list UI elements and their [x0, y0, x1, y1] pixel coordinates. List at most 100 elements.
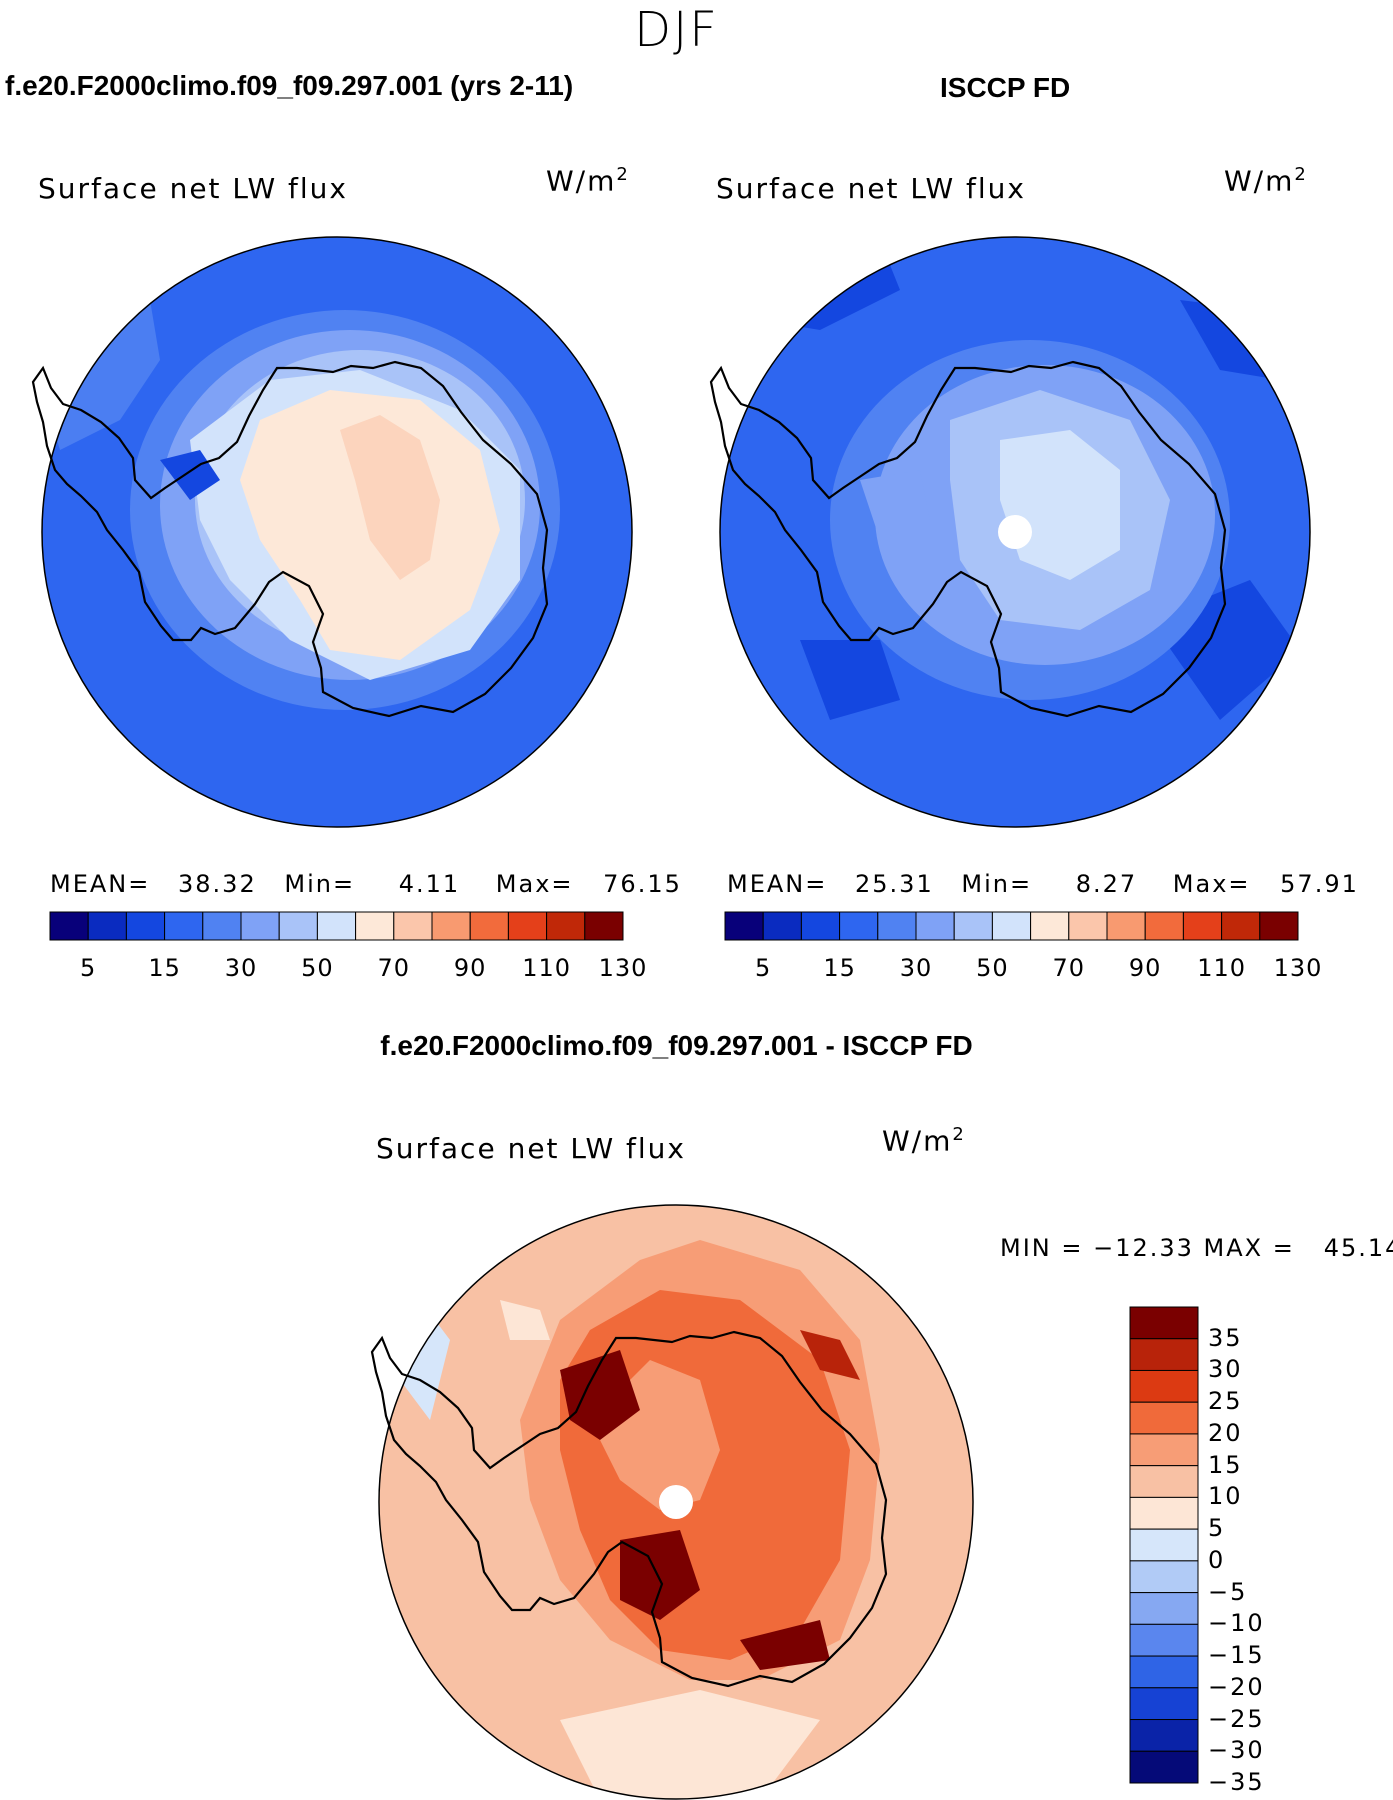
colorbar-tick-label: 15 — [1208, 1450, 1243, 1479]
colorbar-swatch — [1129, 1369, 1199, 1403]
colorbar-swatch — [991, 911, 1032, 941]
difference-title: f.e20.F2000climo.f09_f09.297.001 - ISCCP… — [380, 1030, 973, 1061]
colorbar-swatch — [469, 911, 509, 941]
colorbar-swatch — [1129, 1687, 1199, 1721]
colorbar-swatch — [240, 911, 280, 941]
variable-label-difference: Surface net LW flux — [376, 1132, 686, 1165]
colorbar-difference — [1129, 1306, 1199, 1784]
colorbar-swatch — [1144, 911, 1184, 941]
colorbar-swatch — [800, 911, 841, 941]
colorbar-tick-label: −10 — [1208, 1609, 1265, 1638]
colorbar-swatch — [584, 911, 624, 941]
colorbar-swatch — [164, 911, 204, 941]
max-value: 57.91 — [1280, 870, 1359, 898]
units-exponent: 2 — [1294, 164, 1308, 185]
colorbar-swatch — [1221, 911, 1261, 941]
colorbar-tick-label: 90 — [1128, 954, 1162, 982]
colorbar-swatch — [1129, 1592, 1199, 1625]
colorbar-tick-label: 5 — [1208, 1514, 1226, 1543]
max-label: Max= — [1172, 870, 1251, 898]
colorbar-tick-label: 10 — [1208, 1482, 1243, 1511]
min-value: 8.27 — [1075, 870, 1138, 898]
colorbar-swatch — [1030, 911, 1070, 941]
colorbar-tick-label: 15 — [148, 954, 181, 982]
colorbar-swatch — [953, 911, 993, 941]
colorbar-tick-label: 50 — [301, 954, 334, 982]
colorbar-swatch — [431, 911, 471, 941]
colorbar-swatch — [507, 911, 548, 941]
colorbar-swatch — [839, 911, 879, 941]
panel-title-model: f.e20.F2000climo.f09_f09.297.001 (yrs 2-… — [5, 70, 574, 101]
units-label-model: W/m2 — [546, 164, 630, 197]
colorbar-tick-label: −15 — [1208, 1641, 1265, 1670]
colorbar-tick-label: 130 — [1273, 954, 1323, 982]
colorbar-tick-label: 30 — [899, 954, 933, 982]
colorbar-swatch — [1129, 1750, 1199, 1784]
colorbar-swatch — [278, 911, 318, 941]
colorbar-swatch — [125, 911, 166, 941]
min-label: Min= — [284, 870, 356, 898]
difference-minmax: MIN = −12.33 MAX = 45.14 — [1000, 1234, 1393, 1262]
colorbar-model — [49, 911, 624, 941]
colorbar-tick-label: 35 — [1208, 1323, 1243, 1352]
colorbar-swatch — [1129, 1655, 1199, 1689]
units-base: W/m — [1224, 164, 1295, 198]
colorbar-tick-label: 20 — [1208, 1418, 1243, 1447]
colorbar-swatch — [1129, 1306, 1199, 1340]
season-title: DJF — [634, 2, 719, 58]
mean-label: MEAN= — [727, 870, 828, 898]
colorbar-tick-label: 30 — [224, 954, 258, 982]
colorbar-tick-label: −35 — [1208, 1768, 1265, 1796]
colorbar-swatch — [87, 911, 127, 941]
colorbar-swatch — [1129, 1433, 1199, 1467]
colorbar-swatch — [202, 911, 242, 941]
units-base: W/m — [882, 1124, 953, 1158]
colorbar-tick-label: 110 — [522, 954, 571, 982]
colorbar-swatch — [1129, 1623, 1199, 1657]
mean-value: 25.31 — [855, 870, 934, 898]
colorbar-swatch — [355, 911, 395, 941]
colorbar-tick-label: −25 — [1208, 1704, 1265, 1733]
colorbar-tick-label: 25 — [1208, 1387, 1243, 1416]
colorbar-swatch — [1129, 1496, 1199, 1530]
mean-value: 38.32 — [178, 870, 257, 898]
colorbar-tick-label: 5 — [755, 954, 772, 982]
colorbar-swatch — [316, 911, 357, 941]
colorbar-tick-label: 70 — [377, 954, 411, 982]
panel-title-obs: ISCCP FD — [940, 72, 1071, 103]
colorbar-swatch — [49, 911, 89, 941]
colorbar-tick-label: −5 — [1208, 1577, 1248, 1606]
colorbar-swatch — [915, 911, 955, 941]
colorbar-swatch — [1068, 911, 1108, 941]
colorbar-tick-label: 110 — [1197, 954, 1246, 982]
polar-map-difference — [370, 1204, 974, 1800]
min-value: 4.11 — [398, 870, 461, 898]
colorbar-swatch — [1129, 1528, 1199, 1562]
colorbar-swatch — [724, 911, 764, 941]
colorbar-swatch — [1129, 1465, 1199, 1498]
variable-label-obs: Surface net LW flux — [716, 172, 1026, 205]
colorbar-obs — [724, 911, 1299, 941]
colorbar-swatch — [393, 911, 433, 941]
colorbar-swatch — [1129, 1719, 1199, 1752]
units-label-obs: W/m2 — [1224, 164, 1308, 197]
variable-label-model: Surface net LW flux — [38, 172, 348, 205]
colorbar-tick-label: −20 — [1208, 1672, 1265, 1701]
colorbar-tick-label: 5 — [80, 954, 97, 982]
colorbar-swatch — [877, 911, 917, 941]
colorbar-tick-label: 90 — [453, 954, 487, 982]
colorbar-swatch — [1129, 1401, 1199, 1435]
colorbar-swatch — [1259, 911, 1299, 941]
colorbar-swatch — [1106, 911, 1146, 941]
colorbar-tick-label: 15 — [823, 954, 856, 982]
stats-model: MEAN= 38.32 Min= 4.11 Max= 76.15 — [50, 870, 682, 898]
units-exponent: 2 — [952, 1124, 966, 1145]
max-label: Max= — [495, 870, 574, 898]
polar-map-model — [31, 236, 633, 828]
units-label-difference: W/m2 — [882, 1124, 966, 1157]
colorbar-tick-label: 130 — [598, 954, 648, 982]
colorbar-swatch — [1129, 1338, 1199, 1371]
colorbar-swatch — [1182, 911, 1223, 941]
colorbar-tick-label: 50 — [976, 954, 1009, 982]
